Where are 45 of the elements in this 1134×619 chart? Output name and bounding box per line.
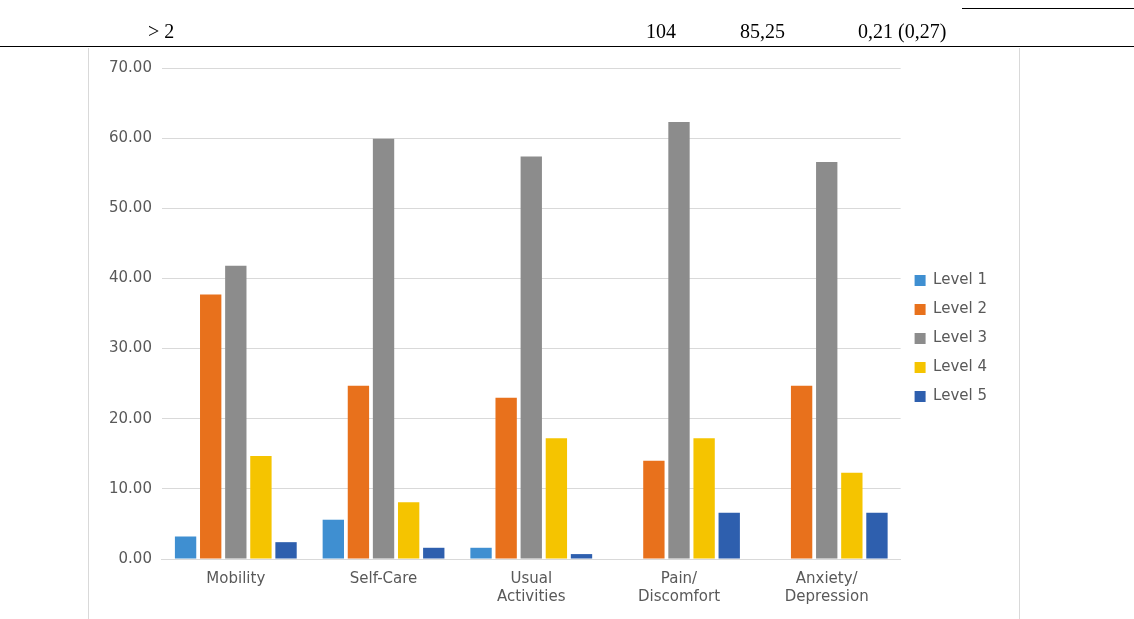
y-tick-label: 30.00 [108,338,152,357]
bar [841,472,863,559]
legend-label: Level 4 [933,357,987,376]
x-tick-label: Usual Activities [497,568,566,605]
legend-label: Level 5 [933,386,987,405]
x-tick-label: Anxiety/Depression [784,568,869,605]
bar [347,385,370,559]
bar [470,547,492,559]
legend-label: Level 3 [933,328,987,347]
y-tick-label: 40.00 [108,268,152,287]
x-tick-label: Mobility [206,568,266,587]
y-tick-label: 70.00 [108,57,152,76]
bar [225,265,247,559]
y-tick-label: 60.00 [108,128,152,147]
bar [372,138,395,559]
bar [693,438,715,559]
bar [545,438,568,559]
text: > 2 [148,20,175,43]
bar [423,547,445,559]
legend-label: Level 1 [933,270,987,289]
bar [668,122,690,559]
bar [275,542,297,559]
text: 0,21 (0,27) [858,20,947,43]
legend-label: Level 2 [933,299,987,318]
bar [718,512,740,559]
bar [174,536,197,559]
bar [200,294,222,559]
y-tick-label: 50.00 [108,198,152,217]
y-tick-label: 0.00 [118,548,152,567]
bar [322,519,344,559]
bar [643,460,665,559]
bar [250,455,272,559]
bar [495,397,517,559]
bar [816,161,838,559]
bar [790,385,813,559]
bar [397,502,420,559]
y-tick-label: 10.00 [108,478,152,497]
x-tick-label: Pain/Discomfort [637,568,721,605]
text: 85,25 [740,20,785,43]
bar [866,512,888,559]
text: 104 [646,20,676,43]
x-tick-label: Self-Care [349,568,418,587]
bar [570,554,593,559]
y-tick-label: 20.00 [108,408,152,427]
bar [520,156,542,559]
